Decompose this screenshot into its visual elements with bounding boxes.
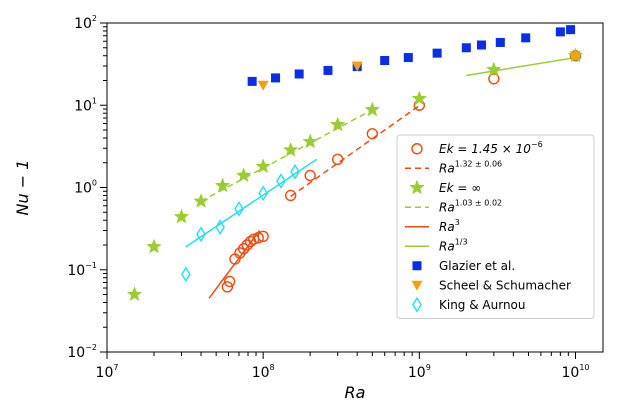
data-point — [364, 101, 381, 117]
data-point — [486, 61, 502, 77]
data-point — [323, 65, 333, 75]
data-point — [215, 219, 225, 235]
data-point — [302, 133, 318, 149]
data-point — [257, 230, 269, 243]
legend-label: Ra1.03 ± 0.02 — [439, 198, 502, 214]
y-tick-label: 102 — [74, 14, 97, 32]
y-tick-label: 10−1 — [67, 261, 97, 279]
y-tick-label: 101 — [74, 96, 97, 114]
series-7 — [257, 51, 582, 91]
data-point — [276, 173, 286, 189]
x-axis-label: Ra — [345, 383, 366, 402]
data-point — [294, 69, 304, 79]
data-point — [181, 266, 191, 283]
legend-label: King & Aurnou — [439, 298, 526, 312]
data-point — [247, 76, 257, 86]
y-axis-label: Nu − 1 — [13, 160, 32, 216]
data-point — [255, 158, 271, 174]
series-1 — [290, 104, 420, 197]
series-5 — [466, 56, 576, 77]
legend-item: Ra1.03 ± 0.02 — [405, 198, 502, 214]
y-tick-label: 10−2 — [67, 343, 97, 361]
series-0 — [221, 50, 582, 293]
data-point — [488, 73, 500, 85]
data-point — [521, 33, 531, 43]
x-tick-label: 107 — [96, 363, 119, 381]
data-point — [173, 208, 190, 224]
data-point — [366, 128, 379, 140]
x-tick-label: 109 — [408, 363, 431, 381]
legend-item: Ra1/3 — [405, 237, 468, 253]
data-point — [566, 25, 576, 35]
legend-label: Ek = 1.45 × 10−6 — [439, 140, 543, 156]
data-point — [237, 243, 250, 255]
series-line — [185, 158, 318, 248]
data-point — [146, 238, 162, 254]
x-tick-label: 1010 — [561, 363, 589, 381]
series-line — [466, 56, 576, 77]
legend-label: Ra1/3 — [439, 237, 468, 253]
data-point — [351, 61, 363, 72]
data-point — [284, 189, 297, 202]
data-point — [432, 48, 442, 58]
data-point — [234, 201, 244, 217]
data-point — [223, 275, 236, 288]
plot-layer — [126, 25, 584, 302]
series-9 — [185, 158, 318, 248]
data-point — [304, 169, 316, 182]
legend-label: Ra1.32 ± 0.06 — [439, 159, 502, 175]
series-6 — [247, 25, 576, 86]
series-3 — [200, 109, 373, 202]
data-point — [329, 116, 346, 132]
data-point — [461, 43, 471, 53]
data-point — [257, 80, 269, 91]
data-point — [555, 27, 565, 37]
data-point — [331, 153, 344, 166]
data-point — [221, 281, 234, 293]
data-point — [380, 56, 390, 66]
legend-item: King & Aurnou — [412, 296, 526, 313]
data-point — [282, 141, 299, 157]
legend-marker — [409, 179, 425, 195]
data-point — [126, 286, 143, 302]
data-point — [258, 185, 268, 202]
data-point — [193, 193, 209, 208]
data-point — [570, 51, 582, 62]
legend-item: Ra1.32 ± 0.06 — [405, 159, 502, 175]
data-point — [476, 40, 486, 50]
legend: Ek = 1.45 × 10−6 Ra1.32 ± 0.06 Ek = ∞ Ra1.0… — [396, 134, 595, 319]
data-point — [241, 239, 253, 251]
legend-item: Scheel & Schumacher — [411, 278, 571, 292]
legend-marker — [412, 261, 422, 271]
legend-item: Glazier et al. — [412, 259, 515, 273]
legend-label: Scheel & Schumacher — [439, 278, 571, 292]
axis-ticks: 107 108 109 1010 10−2 10−1 100 101 102 — [67, 14, 589, 381]
y-tick-label: 100 — [74, 179, 97, 197]
legend-box — [396, 134, 595, 319]
legend-item: Ra3 — [405, 218, 460, 234]
series-line — [200, 109, 373, 202]
data-point — [403, 53, 413, 63]
series-line — [290, 104, 420, 197]
x-tick-label: 108 — [252, 363, 275, 381]
data-point — [235, 167, 252, 183]
data-point — [495, 37, 505, 47]
data-point — [271, 73, 281, 83]
data-point — [252, 232, 264, 244]
data-point — [411, 90, 428, 106]
legend-marker — [411, 280, 423, 291]
data-point — [214, 177, 231, 193]
legend-marker — [411, 143, 423, 155]
series-8 — [181, 164, 300, 283]
legend-label: Glazier et al. — [439, 259, 515, 273]
legend-label: Ra3 — [439, 218, 460, 234]
legend-marker — [412, 296, 422, 313]
legend-item: Ek = ∞ — [409, 179, 481, 195]
data-point — [290, 164, 300, 180]
legend-item: Ek = 1.45 × 10−6 — [411, 140, 543, 156]
data-point — [196, 226, 206, 243]
legend-label: Ek = ∞ — [439, 181, 481, 195]
